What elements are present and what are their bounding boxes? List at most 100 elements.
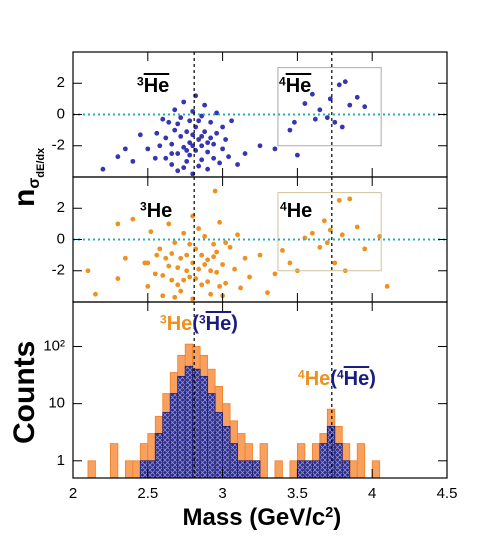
bar [326,425,336,478]
point [205,140,211,146]
point [130,158,136,164]
point [336,198,342,203]
symbol: He [286,199,313,222]
mass-number: 3 [160,312,167,326]
bar [199,375,209,478]
point [181,230,187,236]
bar [87,460,96,478]
point [339,232,345,238]
point [199,113,205,119]
point [205,149,211,155]
point [336,82,342,88]
point [235,162,240,167]
point [122,146,128,152]
mass-number: 3 [198,312,206,326]
point [227,244,233,250]
point [205,279,211,285]
point [211,254,217,260]
point [145,146,151,152]
y-tick-label: 10 [48,395,65,412]
point [160,293,166,299]
point [115,154,121,160]
x-axis-label: Mass (GeV/c2) [183,506,342,530]
point [211,155,217,161]
point [137,132,143,138]
point [309,91,315,97]
x-tick-label: 3 [218,485,226,502]
mass-number: 4 [279,74,286,88]
symbol: He [205,312,232,335]
point [214,249,220,255]
point [175,151,181,156]
point [166,263,172,269]
point [169,151,175,156]
point [175,168,181,174]
point [232,266,237,272]
x-tick-label: 2.5 [137,485,158,502]
point [178,255,184,261]
point [169,277,175,283]
plot-area [73,52,447,177]
point [362,246,368,252]
x-label-after: ) [333,504,342,531]
label-part: 3He [199,313,231,335]
point [220,124,226,130]
label-part: 4He [298,368,330,390]
point [178,115,184,121]
point [214,130,220,136]
panel-frame [72,301,448,479]
bar [334,443,343,478]
y-axis-label: nσdE/dx [8,147,47,206]
bar [274,460,283,478]
label-part: 4He [279,75,311,97]
bar [169,393,179,478]
point [199,143,205,149]
bar [341,460,351,478]
symbol: ) [369,367,376,390]
point [169,141,175,147]
point [208,119,214,125]
annotation: 4He(4He) [298,368,376,389]
point [229,118,234,124]
point [317,244,323,250]
point [208,135,214,141]
selection-box [277,67,382,147]
point [181,165,187,171]
point [212,188,218,194]
point [145,283,151,289]
bar [110,443,119,478]
bar [124,460,134,478]
symbol: ( [330,367,337,390]
point [199,282,205,288]
x-tick-label: 2 [69,485,77,502]
point [196,163,202,169]
symbol: ( [192,312,199,335]
point [157,143,163,149]
point [154,130,160,136]
label-part: ) [231,313,238,335]
point [272,271,278,277]
point [166,221,172,227]
point [257,252,263,258]
y-tick-label: 2 [57,199,65,216]
bar [296,460,306,478]
point [196,266,202,272]
label-part: ( [330,368,337,390]
point [292,119,297,125]
bar [237,460,246,478]
point [184,158,190,164]
plot-area [73,177,447,302]
bar [147,460,156,478]
point [85,268,91,274]
selection-box [277,192,382,272]
point [332,260,338,266]
point [211,241,217,247]
mass-number: 3 [140,199,147,213]
point [145,260,151,266]
y-tick-label: 0 [57,230,65,247]
y-tick-label: 0 [57,105,65,122]
x-tick-label: 3.5 [287,485,308,502]
point [199,252,205,258]
point [175,265,181,271]
bar [319,443,328,478]
